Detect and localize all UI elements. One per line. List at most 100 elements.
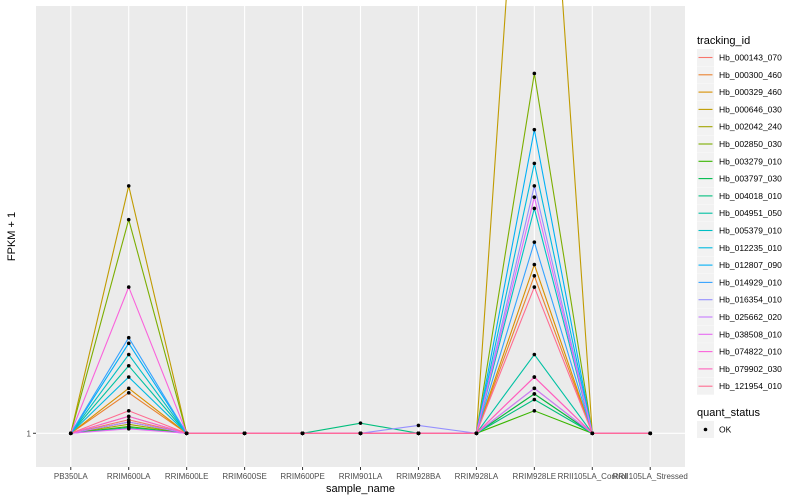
- data-point-Hb_012235_010-8: [532, 161, 537, 166]
- data-point-Hb_005379_010-1: [126, 352, 131, 357]
- data-point-Hb_000646_030-1: [126, 184, 131, 188]
- data-point-Hb_121954_010-7: [474, 431, 479, 436]
- legend-item: Hb_004951_050: [697, 204, 782, 222]
- legend-label: Hb_004018_010: [719, 191, 782, 201]
- data-point-Hb_012235_010-1: [126, 375, 131, 379]
- y-axis-title: FPKM + 1: [6, 212, 18, 261]
- legend: tracking_id Hb_000143_070Hb_000300_460Hb…: [697, 35, 782, 438]
- legend-item: Hb_012807_090: [697, 256, 782, 274]
- x-tick-label: RRII105LA_Control: [558, 472, 628, 481]
- data-point-Hb_121954_010-4: [300, 431, 305, 436]
- legend-label: Hb_000329_460: [719, 87, 782, 97]
- legend-item: Hb_004018_010: [697, 187, 782, 205]
- legend-item: Hb_002042_240: [697, 118, 782, 136]
- data-point-Hb_121954_010-0: [68, 431, 73, 436]
- data-point-Hb_004018_010-5: [358, 421, 363, 425]
- data-point-Hb_000329_460-8: [532, 262, 537, 267]
- legend-shape-entries: OK: [697, 421, 732, 438]
- data-point-Hb_121954_010-3: [242, 431, 247, 436]
- legend-label: Hb_003797_030: [719, 174, 782, 184]
- legend-item: Hb_074822_010: [697, 343, 782, 361]
- legend-label: Hb_038508_010: [719, 329, 782, 339]
- data-point-Hb_121954_010-5: [358, 431, 363, 436]
- legend-item: Hb_003797_030: [697, 170, 782, 188]
- legend-item: Hb_002850_030: [697, 135, 782, 153]
- x-tick-label: RRIM600LE: [165, 472, 209, 481]
- data-point-Hb_121954_010-9: [590, 431, 595, 436]
- legend-item: Hb_079902_030: [697, 360, 782, 378]
- data-point-Hb_014929_010-8: [532, 240, 537, 244]
- x-tick-label: RRIM928LE: [513, 472, 557, 481]
- legend-label: Hb_012807_090: [719, 260, 782, 270]
- legend-label: Hb_025662_020: [719, 312, 782, 322]
- y-tick-label: 1: [27, 429, 32, 438]
- legend-label: Hb_000646_030: [719, 104, 782, 114]
- data-point-Hb_004018_010-8: [532, 397, 537, 402]
- data-point-Hb_016354_010-8: [532, 184, 537, 188]
- legend-label: Hb_121954_010: [719, 381, 782, 391]
- x-tick-label: RRIM600LA: [107, 472, 151, 481]
- data-point-Hb_025662_020-1: [126, 420, 131, 424]
- data-point-Hb_005379_010-8: [532, 206, 537, 211]
- x-tick-label: RRIM600SE: [222, 472, 266, 481]
- x-tick-label: RRIM928LA: [455, 472, 499, 481]
- data-point-Hb_079902_030-8: [532, 375, 537, 379]
- data-point-Hb_012807_090-8: [532, 127, 537, 132]
- legend-label: Hb_003279_010: [719, 156, 782, 166]
- data-point-Hb_000300_460-8: [532, 274, 537, 278]
- data-point-Hb_004951_050-8: [532, 352, 537, 357]
- legend-label: Hb_005379_010: [719, 226, 782, 236]
- legend-item: Hb_000300_460: [697, 66, 782, 84]
- legend-shape-title: quant_status: [697, 407, 760, 419]
- legend-item: Hb_000143_070: [697, 49, 782, 66]
- legend-label: Hb_002042_240: [719, 122, 782, 132]
- legend-item: Hb_012235_010: [697, 239, 782, 257]
- legend-item: Hb_025662_020: [697, 308, 782, 326]
- legend-item: Hb_121954_010: [697, 377, 782, 395]
- legend-title: tracking_id: [697, 35, 750, 47]
- data-point-Hb_004951_050-1: [126, 364, 131, 368]
- legend-shape-item: OK: [697, 421, 732, 438]
- legend-item: Hb_000329_460: [697, 83, 782, 101]
- legend-item: Hb_038508_010: [697, 325, 782, 343]
- legend-item: Hb_005379_010: [697, 222, 782, 239]
- data-point-Hb_038508_010-8: [532, 195, 537, 199]
- x-tick-label: RRIM600PE: [280, 472, 324, 481]
- data-point-Hb_121954_010-6: [416, 431, 421, 436]
- y-axis: 1: [27, 429, 36, 438]
- legend-point-swatch: [703, 427, 708, 432]
- legend-item: Hb_003279_010: [697, 152, 782, 170]
- data-point-Hb_000329_460-1: [126, 386, 131, 391]
- legend-label: Hb_000300_460: [719, 70, 782, 80]
- legend-item: Hb_000646_030: [697, 100, 782, 118]
- legend-label: Hb_002850_030: [719, 139, 782, 149]
- data-point-Hb_003797_030-8: [532, 392, 537, 396]
- legend-label: Hb_012235_010: [719, 243, 782, 253]
- x-tick-label: PB350LA: [54, 472, 88, 481]
- legend-entries: Hb_000143_070 Hb_000300_460 Hb_000329_460 H…: [697, 49, 782, 395]
- data-point-Hb_025662_020-8: [532, 386, 537, 391]
- data-point-Hb_121954_010-8: [532, 285, 537, 289]
- data-point-Hb_121954_010-10: [648, 431, 653, 436]
- data-point-Hb_074822_010-1: [126, 285, 131, 289]
- legend-label: Hb_004951_050: [719, 208, 782, 218]
- legend-shape-label: OK: [719, 425, 732, 435]
- data-point-Hb_014929_010-1: [126, 335, 131, 340]
- data-point-Hb_121954_010-2: [184, 431, 189, 436]
- legend-label: Hb_074822_010: [719, 347, 782, 357]
- data-point-Hb_079902_030-1: [126, 414, 131, 419]
- data-point-Hb_038508_010-1: [126, 426, 131, 431]
- data-point-Hb_016354_010-6: [416, 423, 421, 428]
- legend-item: Hb_014929_010: [697, 273, 782, 291]
- data-point-Hb_002850_030-8: [532, 71, 537, 76]
- data-point-Hb_012807_090-1: [126, 341, 131, 346]
- x-tick-label: RRIM901LA: [339, 472, 383, 481]
- x-tick-label: RRII105LA_Stressed: [613, 472, 688, 481]
- series-points: [68, 71, 653, 436]
- data-point-Hb_000300_460-1: [126, 390, 131, 395]
- legend-label: Hb_014929_010: [719, 277, 782, 287]
- data-point-Hb_002850_030-1: [126, 217, 131, 222]
- x-tick-label: RRIM928BA: [396, 472, 441, 481]
- x-axis-title: sample_name: [326, 483, 395, 495]
